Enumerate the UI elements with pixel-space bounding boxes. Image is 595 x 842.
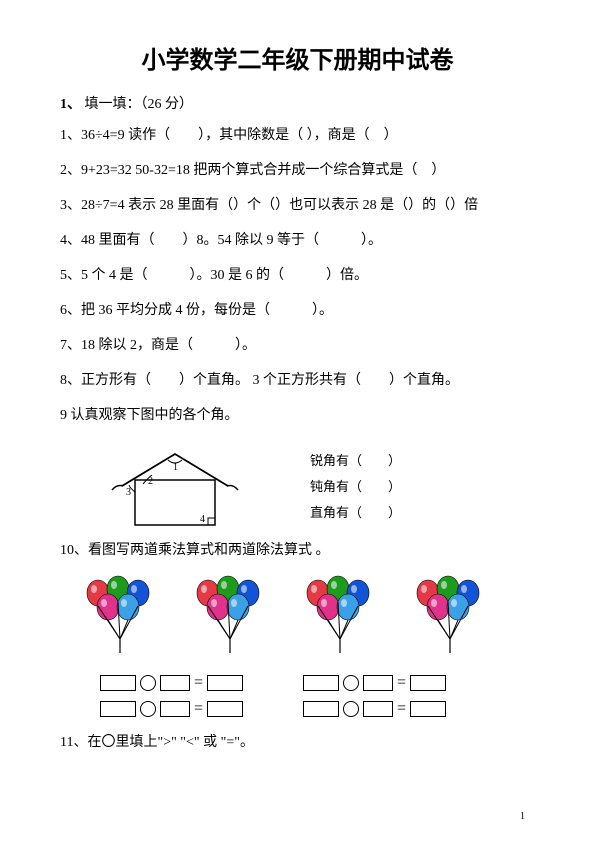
house-diagram: 1 2 3 4 <box>100 440 250 530</box>
equals-icon: = <box>194 700 203 718</box>
blank-box <box>363 701 393 717</box>
question-4: 4、48 里面有（ ）8。54 除以 9 等于（ ）。 <box>60 230 535 251</box>
question-7: 7、18 除以 2，商是（ ）。 <box>60 335 535 356</box>
question-9-figure-row: 1 2 3 4 锐角有（ ） 钝角有（ ） 直角有（ ） <box>60 440 535 530</box>
blank-circle <box>140 675 156 691</box>
svg-text:4: 4 <box>200 514 205 525</box>
question-5: 5、5 个 4 是（ ）。30 是 6 的（ ）倍。 <box>60 265 535 286</box>
question-6: 6、把 36 平均分成 4 份，每份是（ ）。 <box>60 300 535 321</box>
blank-box <box>207 701 243 717</box>
acute-label: 锐角有（ ） <box>310 448 401 474</box>
section-1-num: 1、 <box>60 97 81 112</box>
equals-icon: = <box>397 674 406 692</box>
svg-text:1: 1 <box>173 462 178 473</box>
svg-text:3: 3 <box>126 487 131 498</box>
equation-row-1: = = <box>100 674 535 692</box>
equals-icon: = <box>397 700 406 718</box>
right-label: 直角有（ ） <box>310 500 401 526</box>
eq-2: = <box>303 674 446 692</box>
eq-3: = <box>100 700 243 718</box>
blank-box <box>410 701 446 717</box>
equals-icon: = <box>194 674 203 692</box>
section-1-header: 1、 填一填：（26 分） <box>60 93 535 113</box>
blank-box <box>303 701 339 717</box>
blank-box <box>160 701 190 717</box>
question-2: 2、9+23=32 50-32=18 把两个算式合并成一个综合算式是（ ） <box>60 160 535 181</box>
question-9-head: 9 认真观察下图中的各个角。 <box>60 405 535 426</box>
question-8: 8、正方形有（ ）个直角。 3 个正方形共有（ ）个直角。 <box>60 370 535 391</box>
blank-box <box>207 675 243 691</box>
eq-1: = <box>100 674 243 692</box>
equation-rows: = = = = <box>100 674 535 718</box>
page-number: 1 <box>520 811 525 822</box>
blank-box <box>100 701 136 717</box>
question-10: 10、看图写两道乘法算式和两道除法算式 。 <box>60 540 535 561</box>
page-title: 小学数学二年级下册期中试卷 <box>60 40 535 75</box>
balloon-group <box>190 575 270 660</box>
blank-circle <box>140 701 156 717</box>
blank-box <box>363 675 393 691</box>
balloon-group <box>300 575 380 660</box>
eq-4: = <box>303 700 446 718</box>
blank-circle <box>343 675 359 691</box>
blank-circle <box>343 701 359 717</box>
obtuse-label: 钝角有（ ） <box>310 474 401 500</box>
blank-box <box>100 675 136 691</box>
svg-text:2: 2 <box>148 476 153 487</box>
blank-box <box>410 675 446 691</box>
question-1: 1、36÷4=9 读作（ ），其中除数是（ ），商是（ ） <box>60 125 535 146</box>
balloon-group <box>410 575 490 660</box>
blank-box <box>160 675 190 691</box>
angle-labels: 锐角有（ ） 钝角有（ ） 直角有（ ） <box>310 440 401 526</box>
equation-row-2: = = <box>100 700 535 718</box>
question-3: 3、28÷7=4 表示 28 里面有（）个（）也可以表示 28 是（）的（）倍 <box>60 195 535 216</box>
balloons-row <box>80 575 535 660</box>
blank-box <box>303 675 339 691</box>
balloon-group <box>80 575 160 660</box>
section-1-label: 填一填：（26 分） <box>85 97 194 112</box>
question-11: 11、在〇里填上">" "<" 或 "="。 <box>60 732 535 753</box>
